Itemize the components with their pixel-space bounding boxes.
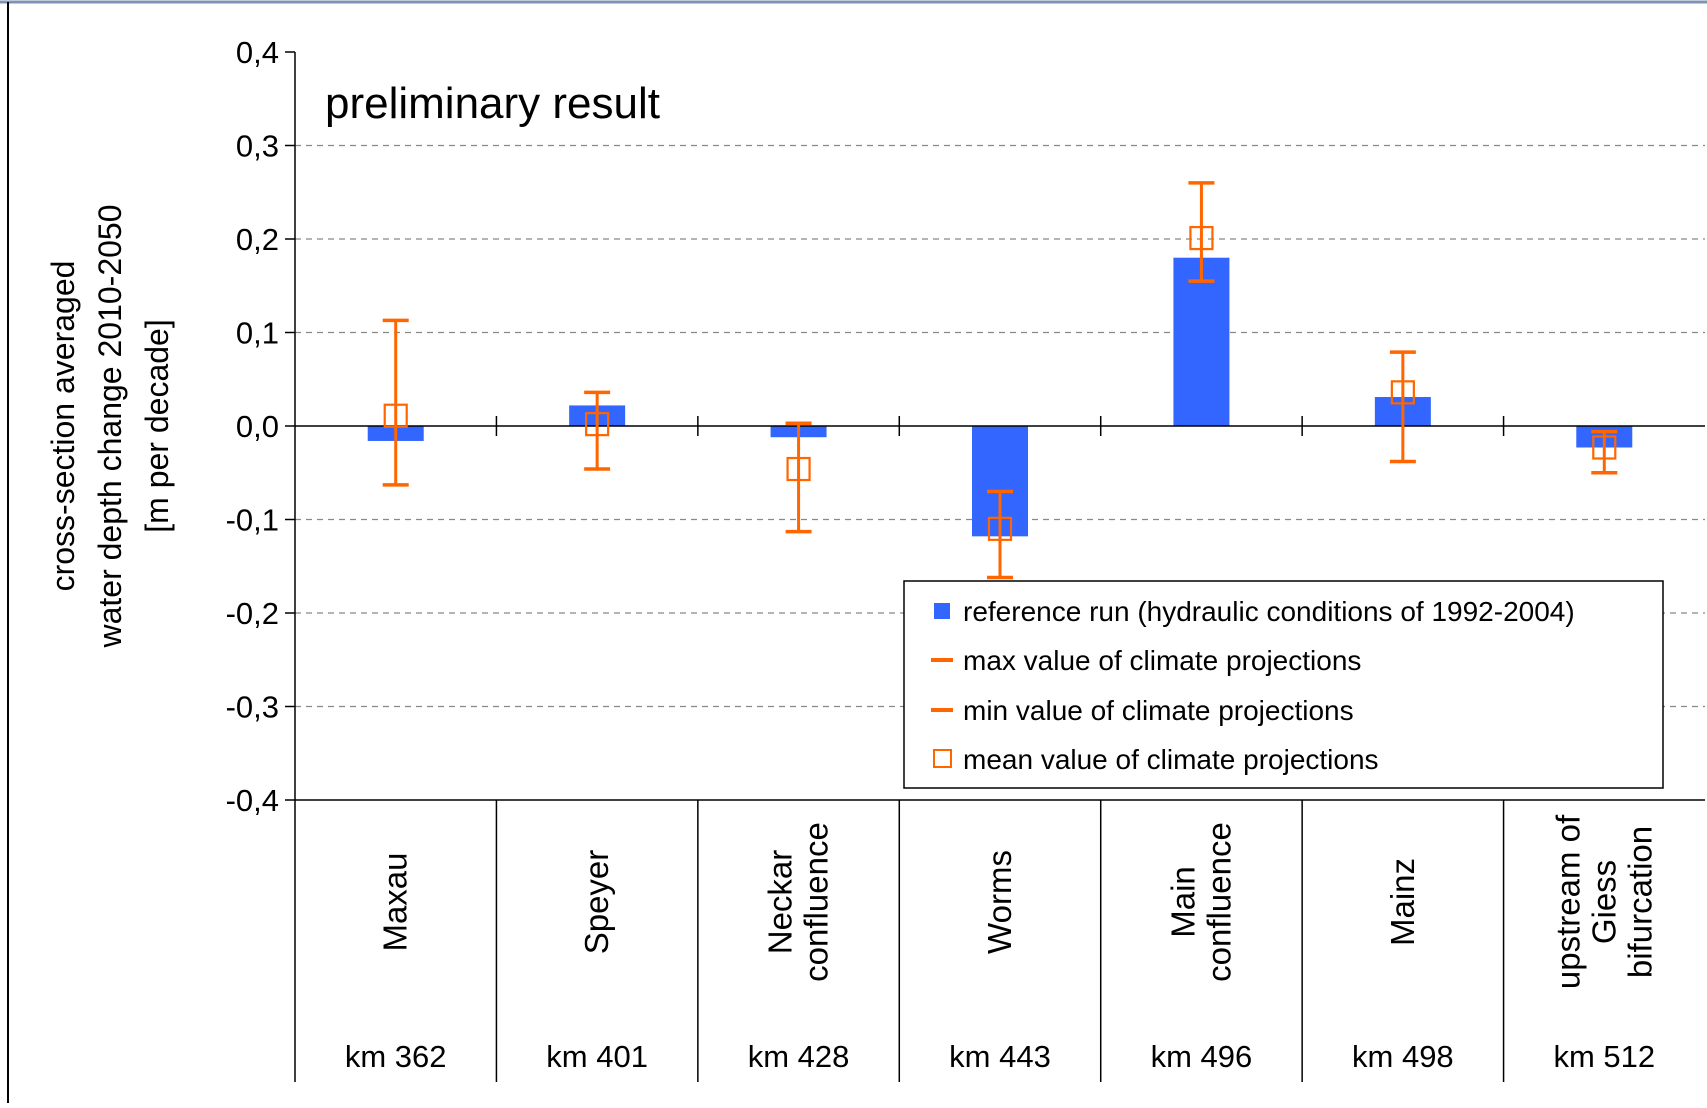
legend-swatch-bar	[934, 603, 950, 619]
category-label-2: Neckar	[762, 850, 799, 955]
category-label-2: confluence	[798, 822, 835, 982]
legend-box	[903, 580, 1664, 789]
category-label-5: Mainz	[1384, 858, 1421, 946]
category-label-6: Giess	[1585, 860, 1622, 944]
y-tick-label: -0,3	[226, 690, 279, 725]
legend-label: mean value of climate projections	[963, 744, 1379, 775]
category-label-1: Speyer	[578, 850, 615, 955]
mean-marker-4	[1189, 225, 1214, 251]
mean-marker-1	[585, 412, 610, 437]
category-label-0: Maxau	[377, 852, 414, 951]
y-tick-labels: 0,4 0,3 0,2 0,1 0,0 -0,1 -0,2 -0,3 -0,4	[226, 35, 279, 818]
mean-marker-2	[786, 456, 811, 482]
legend-label: min value of climate projections	[963, 695, 1354, 726]
y-tick-label: 0,3	[236, 129, 279, 164]
km-label-5: km 498	[1352, 1039, 1454, 1074]
legend-label: max value of climate projections	[963, 645, 1361, 676]
category-label-6: upstream of	[1549, 814, 1586, 989]
y-tick-label: 0,4	[236, 35, 279, 70]
km-label-2: km 428	[748, 1039, 850, 1074]
axes-group	[285, 51, 1705, 1082]
annotation-label: preliminary result	[325, 79, 660, 128]
category-label-6: bifurcation	[1621, 826, 1658, 978]
km-label-0: km 362	[345, 1039, 447, 1074]
y-tick-label: 0,0	[236, 409, 279, 444]
y-axis-label-line: water depth change 2010-2050	[92, 204, 128, 648]
km-label-6: km 512	[1553, 1039, 1655, 1074]
category-label-4: Main	[1164, 866, 1201, 938]
category-label-4: confluence	[1200, 822, 1237, 982]
y-axis-label-line: cross-section averaged	[45, 261, 81, 592]
km-label-4: km 496	[1151, 1039, 1253, 1074]
error-bars-group	[382, 181, 1618, 580]
km-label-3: km 443	[949, 1039, 1051, 1074]
bar-4	[1173, 257, 1230, 426]
mean-marker-6	[1592, 435, 1617, 460]
y-axis-label: cross-section averaged water depth change…	[45, 204, 175, 648]
y-tick-label: -0,2	[226, 596, 279, 631]
legend: reference run (hydraulic conditions of 1…	[903, 580, 1664, 789]
y-tick-label: 0,2	[236, 222, 279, 257]
legend-swatch-marker	[933, 749, 952, 768]
y-axis-label-line: [m per decade]	[139, 319, 175, 532]
mean-marker-3	[987, 516, 1013, 541]
legend-label: reference run (hydraulic conditions of 1…	[963, 596, 1575, 627]
km-label-1: km 401	[546, 1039, 648, 1074]
mean-marker-5	[1390, 380, 1415, 405]
y-tick-label: 0,1	[236, 316, 279, 351]
y-tick-label: -0,4	[226, 783, 279, 818]
mean-marker-0	[383, 403, 408, 428]
category-label-3: Worms	[981, 850, 1018, 954]
y-tick-label: -0,1	[226, 503, 279, 538]
